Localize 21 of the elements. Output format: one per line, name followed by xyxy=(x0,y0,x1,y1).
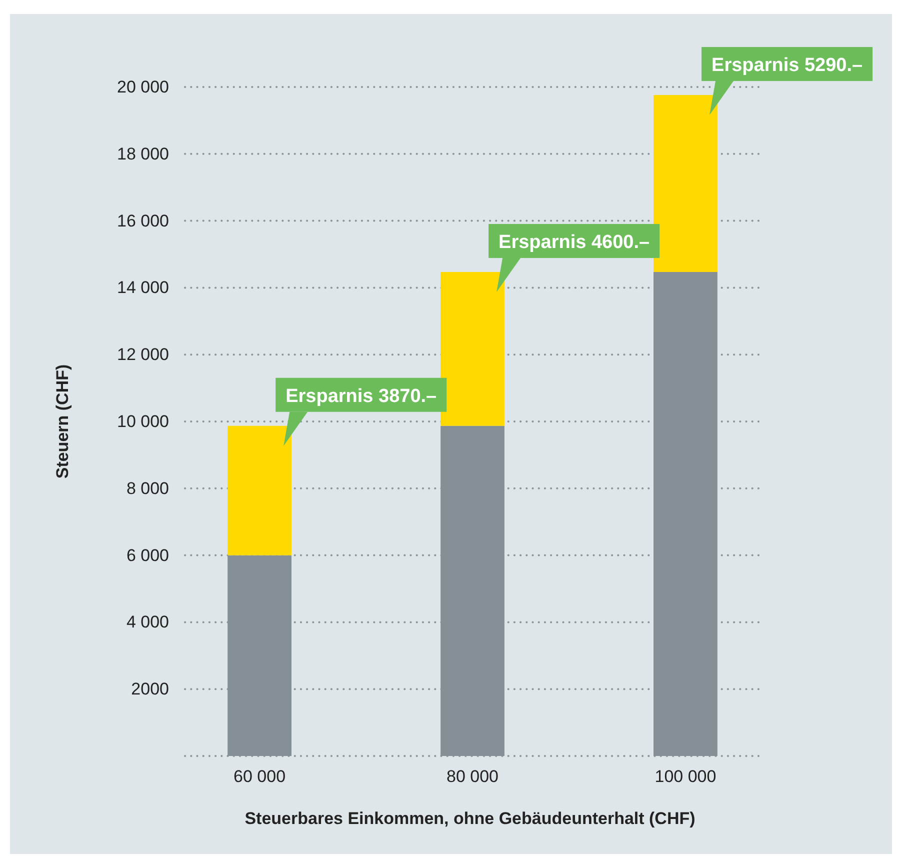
y-tick-label: 14 000 xyxy=(117,278,169,298)
annotation: Ersparnis 3870.– xyxy=(286,386,437,407)
y-tick-label: 16 000 xyxy=(117,211,169,230)
y-tick-label: 6 000 xyxy=(126,546,169,565)
bar xyxy=(654,95,718,272)
y-axis-title: Steuern (CHF) xyxy=(53,364,72,479)
x-axis-title: Steuerbares Einkommen, ohne Gebäudeunterhalt (CHF) xyxy=(244,809,696,828)
x-tick-label: 80 000 xyxy=(446,767,498,786)
y-tick-label: 20 000 xyxy=(117,77,169,96)
y-tick-label: 8 000 xyxy=(126,478,169,498)
y-tick-label: 10 000 xyxy=(117,412,169,431)
y-tick-label: 4 000 xyxy=(126,612,169,632)
bar xyxy=(440,272,504,426)
y-tick-label: 18 000 xyxy=(117,144,169,164)
annotation: Ersparnis 4600.– xyxy=(498,232,650,253)
y-tick-label: 2000 xyxy=(131,680,169,699)
x-tick-label: 60 000 xyxy=(234,767,286,786)
bar xyxy=(228,426,292,556)
text: Ersparnis 5290.– xyxy=(712,55,863,76)
x-tick-label: 100 000 xyxy=(654,767,716,786)
y-tick-label: 12 000 xyxy=(117,345,169,364)
